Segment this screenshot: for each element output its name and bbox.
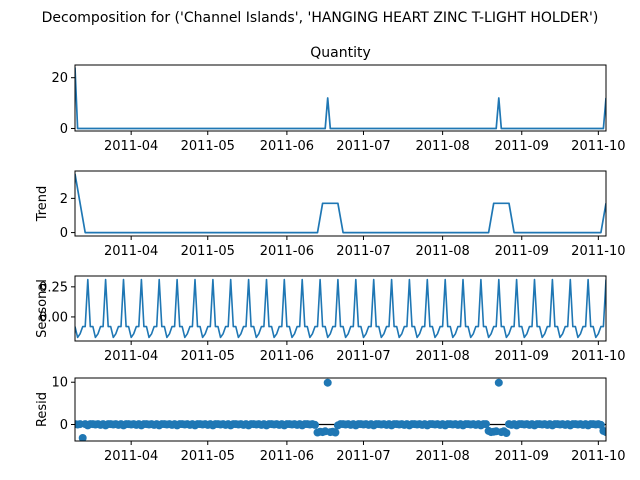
x-tick-label: 2011-09 [495, 349, 549, 364]
y-axis-label: Trend [35, 186, 50, 223]
panel-quantity: Quantity 0 20 2011-04 2011-05 2011-06 2011-07 2… [51, 45, 625, 154]
x-tick-label: 2011-10 [571, 449, 625, 464]
y-tick-label: 0.25 [39, 280, 68, 295]
x-tick-label: 2011-04 [104, 349, 158, 364]
resid-point [331, 428, 340, 437]
x-tick-label: 2011-08 [415, 139, 469, 154]
y-axis-label: Seasonal [35, 279, 50, 338]
plot-area [75, 278, 606, 339]
x-tick-label: 2011-05 [181, 449, 235, 464]
series-line [75, 173, 606, 234]
x-tick-label: 2011-04 [104, 449, 158, 464]
x-tick-label: 2011-08 [415, 349, 469, 364]
plot-area [75, 378, 606, 441]
x-tick-label: 2011-10 [571, 139, 625, 154]
panel-title: Quantity [310, 45, 371, 61]
seasonal-line [75, 278, 606, 339]
x-tick-label: 2011-06 [260, 139, 314, 154]
x-tick-label: 2011-06 [260, 349, 314, 364]
x-tick-label: 2011-10 [571, 349, 625, 364]
y-axis-label: Resid [35, 392, 50, 427]
x-tick-label: 2011-08 [415, 449, 469, 464]
resid-point [311, 420, 319, 429]
figure-suptitle: Decomposition for ('Channel Islands', 'H… [42, 10, 599, 26]
panel-trend: Trend 0 2 2011-04 2011-05 2011-06 2011-07 2011-… [35, 170, 626, 259]
x-tick-label: 2011-05 [181, 244, 235, 259]
x-tick-label: 2011-09 [495, 449, 549, 464]
y-tick-label: 10 [51, 376, 68, 391]
y-tick-label: 20 [51, 71, 68, 86]
x-tick-label: 2011-07 [336, 349, 390, 364]
x-tick-label: 2011-07 [336, 139, 390, 154]
series-line [75, 67, 606, 130]
axes-frame [74, 170, 607, 237]
y-tick-label: 0 [60, 122, 68, 137]
x-tick-label: 2011-05 [181, 349, 235, 364]
x-tick-label: 2011-04 [104, 244, 158, 259]
axes-frame [74, 377, 607, 442]
y-tick-label: 0 [60, 226, 68, 241]
resid-point [323, 378, 332, 387]
axes-frame [74, 64, 607, 132]
x-tick-label: 2011-10 [571, 244, 625, 259]
x-tick-label: 2011-07 [336, 449, 390, 464]
resid-point [596, 420, 605, 429]
y-tick-label: 2 [60, 192, 68, 207]
y-tick-label: 0.00 [39, 310, 68, 325]
x-tick-label: 2011-07 [336, 244, 390, 259]
x-tick-label: 2011-09 [495, 244, 549, 259]
x-tick-label: 2011-06 [260, 449, 314, 464]
resid-point [502, 429, 511, 437]
x-tick-label: 2011-08 [415, 244, 469, 259]
x-tick-label: 2011-05 [181, 139, 235, 154]
x-tick-label: 2011-09 [495, 139, 549, 154]
y-tick-label: 0 [60, 418, 68, 433]
resid-point [482, 420, 490, 429]
x-tick-label: 2011-04 [104, 139, 158, 154]
panel-resid: Resid 0 10 2011-04 2011-05 2011-06 2011-07 2011… [35, 376, 626, 464]
resid-point [494, 378, 503, 387]
x-tick-label: 2011-06 [260, 244, 314, 259]
resid-point [78, 434, 87, 441]
plot-area [75, 67, 606, 130]
resid-point [602, 428, 606, 437]
axes-frame [74, 275, 607, 342]
plot-area [75, 173, 606, 234]
